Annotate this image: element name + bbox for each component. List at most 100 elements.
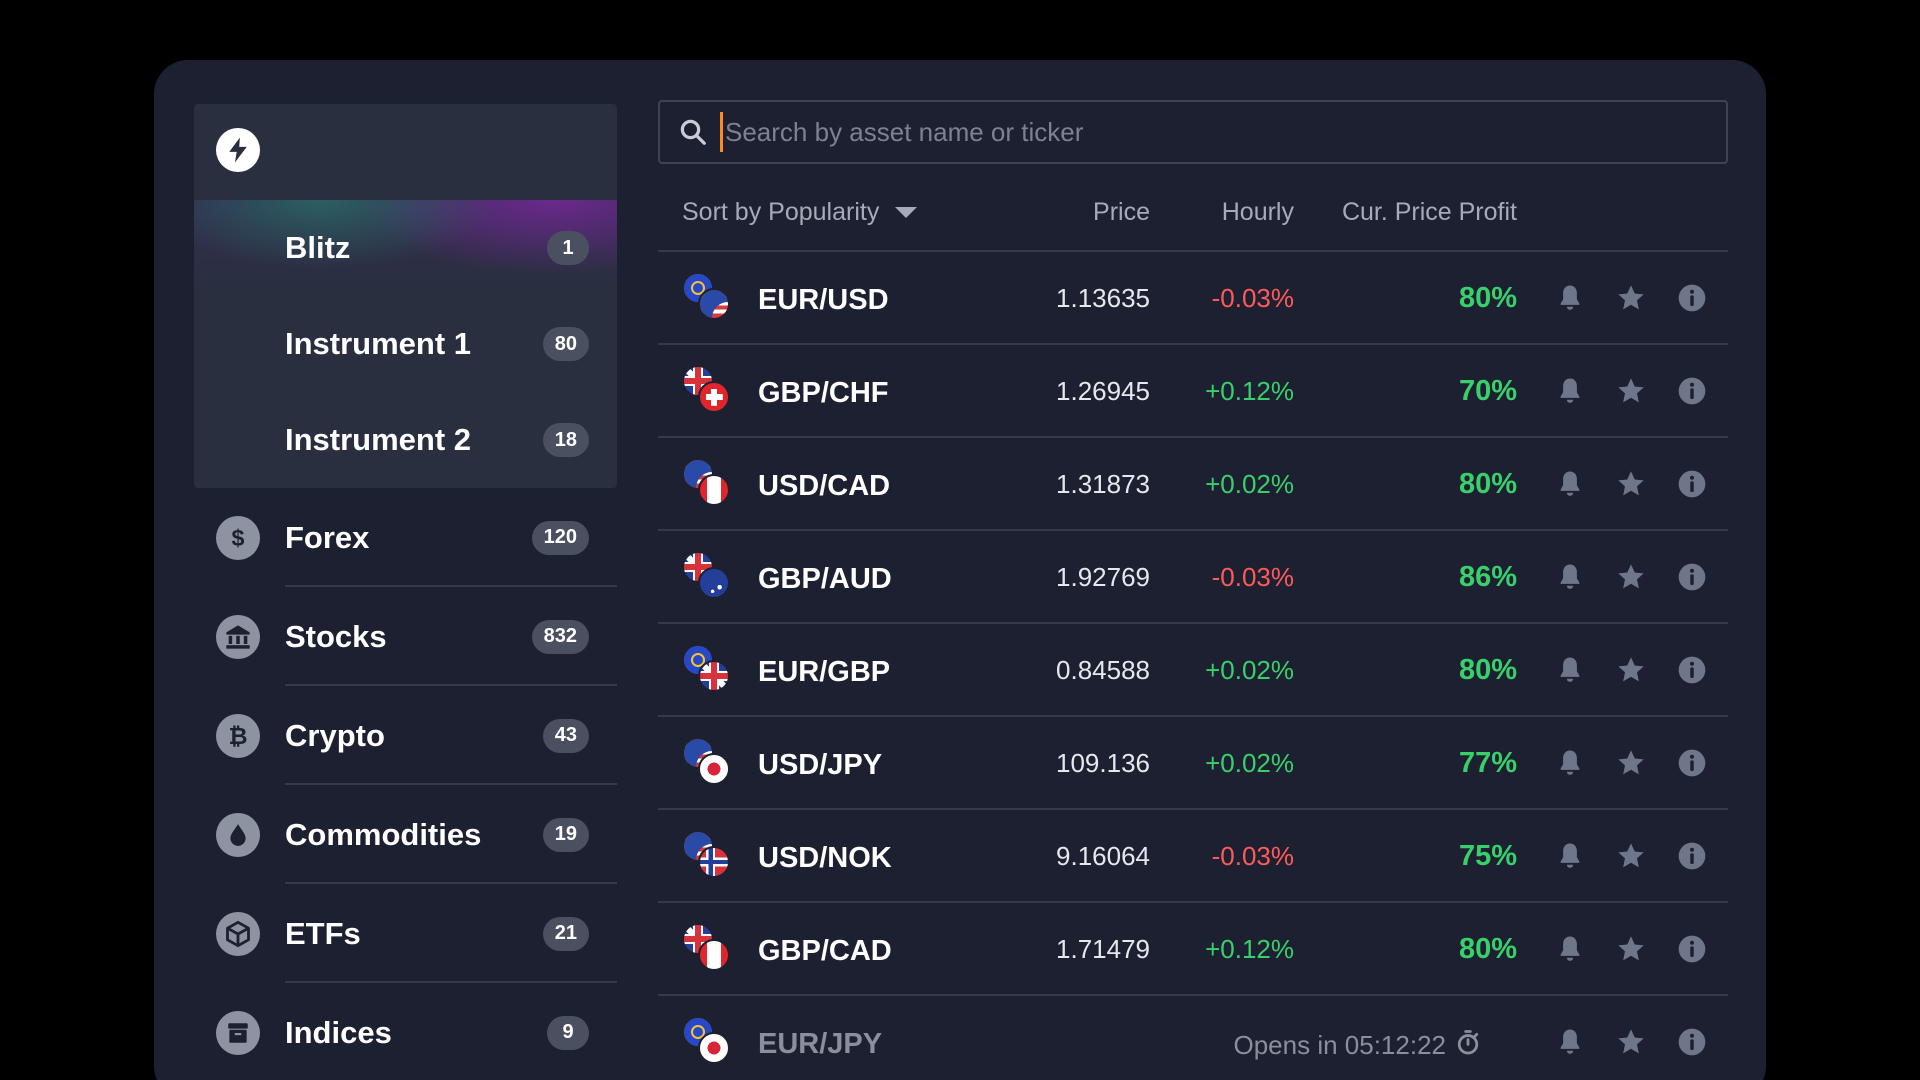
info-icon[interactable]: [1674, 838, 1710, 874]
table-row[interactable]: USD/NOK 9.16064 -0.03% 75%: [658, 810, 1728, 903]
info-icon[interactable]: [1674, 1024, 1710, 1060]
table-row[interactable]: EUR/GBP 0.84588 +0.02% 80%: [658, 624, 1728, 717]
hourly-change: -0.03%: [1211, 562, 1294, 592]
asset-price: 109.136: [1056, 748, 1150, 778]
no-flag-icon: [698, 846, 730, 878]
info-icon[interactable]: [1674, 931, 1710, 967]
gb-flag-icon: [698, 660, 730, 692]
opens-in-text: Opens in 05:12:22: [1234, 1028, 1483, 1063]
profit-percent: 77%: [1458, 747, 1517, 779]
sidebar-item-crypto[interactable]: ₿ Crypto 43: [194, 686, 617, 785]
dollar-icon: $: [216, 515, 260, 560]
sidebar-item-forex[interactable]: $ Forex 120: [194, 488, 617, 587]
currency-flags: [682, 830, 732, 880]
asset-list-area: Sort by Popularity Price Hourly Cur. Pri…: [658, 100, 1728, 1080]
bell-icon[interactable]: [1552, 466, 1588, 502]
asset-price: 1.71479: [1056, 934, 1150, 964]
sidebar-item-etfs[interactable]: ETFs 21: [194, 884, 617, 983]
star-icon[interactable]: [1613, 466, 1649, 502]
hourly-change: -0.03%: [1211, 283, 1294, 313]
featured-group: Blitz 1 Instrument 1 80 Instrument 2 18: [194, 104, 617, 488]
star-icon[interactable]: [1613, 652, 1649, 688]
count-badge: 19: [542, 817, 589, 852]
table-row[interactable]: USD/JPY 109.136 +0.02% 77%: [658, 717, 1728, 810]
search-icon: [678, 117, 708, 152]
sidebar-item-instrument-2[interactable]: Instrument 2 18: [194, 392, 617, 488]
category-list: $ Forex 120 Stocks 832 ₿ Crypto 43: [194, 488, 617, 1080]
sidebar-item-label: Instrument 1: [285, 326, 472, 361]
ca-flag-icon: [698, 939, 730, 971]
info-icon[interactable]: [1674, 652, 1710, 688]
sidebar-item-commodities[interactable]: Commodities 19: [194, 785, 617, 884]
table-row[interactable]: EUR/USD 1.13635 -0.03% 80%: [658, 252, 1728, 345]
bell-icon[interactable]: [1552, 1024, 1588, 1060]
sidebar-item-instrument-1[interactable]: Instrument 1 80: [194, 296, 617, 392]
sort-dropdown[interactable]: Sort by Popularity: [682, 198, 918, 227]
info-icon[interactable]: [1674, 466, 1710, 502]
star-icon[interactable]: [1613, 559, 1649, 595]
hourly-change: +0.12%: [1205, 376, 1294, 406]
count-badge: 18: [542, 423, 589, 457]
count-badge: 9: [547, 1015, 589, 1050]
sidebar-item-indices[interactable]: Indices 9: [194, 983, 617, 1080]
table-row[interactable]: GBP/CAD 1.71479 +0.12% 80%: [658, 903, 1728, 996]
column-header-hourly[interactable]: Hourly: [1221, 198, 1294, 226]
asset-price: 1.13635: [1056, 283, 1150, 313]
bell-icon[interactable]: [1552, 838, 1588, 874]
currency-flags: [682, 737, 732, 787]
table-row-closed[interactable]: EUR/JPY Opens in 05:12:22: [658, 996, 1728, 1080]
hourly-change: +0.02%: [1205, 748, 1294, 778]
sidebar-item-label: Stocks: [285, 618, 387, 654]
currency-flags: [682, 644, 732, 694]
info-icon[interactable]: [1674, 373, 1710, 409]
jp-flag-icon: [698, 1032, 730, 1064]
svg-text:₿: ₿: [228, 722, 247, 750]
profit-percent: 86%: [1458, 561, 1517, 593]
asset-pair: EUR/JPY: [758, 1028, 883, 1060]
asset-price: 9.16064: [1056, 841, 1150, 871]
info-icon[interactable]: [1674, 280, 1710, 316]
currency-flags: [682, 1016, 732, 1066]
table-row[interactable]: GBP/CHF 1.26945 +0.12% 70%: [658, 345, 1728, 438]
star-icon[interactable]: [1613, 1024, 1649, 1060]
hourly-change: +0.02%: [1205, 655, 1294, 685]
info-icon[interactable]: [1674, 745, 1710, 781]
sidebar-item-blitz[interactable]: Blitz 1: [194, 200, 617, 296]
currency-flags: [682, 923, 732, 973]
jp-flag-icon: [698, 753, 730, 785]
sidebar-item-stocks[interactable]: Stocks 832: [194, 587, 617, 686]
drop-icon: [216, 812, 260, 857]
bell-icon[interactable]: [1552, 280, 1588, 316]
star-icon[interactable]: [1613, 280, 1649, 316]
currency-flags: [682, 551, 732, 601]
count-badge: 80: [542, 327, 589, 361]
column-header-price[interactable]: Price: [1093, 198, 1150, 226]
search-input[interactable]: [720, 112, 1700, 152]
table-row[interactable]: GBP/AUD 1.92769 -0.03% 86%: [658, 531, 1728, 624]
count-badge: 1: [547, 231, 589, 265]
asset-pair: USD/JPY: [758, 749, 883, 781]
hourly-change: +0.02%: [1205, 469, 1294, 499]
hourly-change: -0.03%: [1211, 841, 1294, 871]
svg-text:$: $: [232, 525, 245, 551]
info-icon[interactable]: [1674, 559, 1710, 595]
bell-icon[interactable]: [1552, 652, 1588, 688]
asset-price: 1.26945: [1056, 376, 1150, 406]
count-badge: 120: [531, 520, 589, 555]
star-icon[interactable]: [1613, 838, 1649, 874]
star-icon[interactable]: [1613, 931, 1649, 967]
profit-percent: 75%: [1458, 840, 1517, 872]
bell-icon[interactable]: [1552, 931, 1588, 967]
sort-label: Sort by Popularity: [682, 198, 880, 226]
star-icon[interactable]: [1613, 745, 1649, 781]
asset-price: 1.92769: [1056, 562, 1150, 592]
bell-icon[interactable]: [1552, 559, 1588, 595]
star-icon[interactable]: [1613, 373, 1649, 409]
sidebar-item-label: Blitz: [285, 230, 351, 265]
bell-icon[interactable]: [1552, 745, 1588, 781]
bell-icon[interactable]: [1552, 373, 1588, 409]
asset-rows: EUR/USD 1.13635 -0.03% 80% GBP/CHF 1.26945 +0.…: [658, 252, 1728, 996]
count-badge: 21: [542, 916, 589, 951]
column-header-profit[interactable]: Cur. Price Profit: [1341, 198, 1517, 226]
table-row[interactable]: USD/CAD 1.31873 +0.02% 80%: [658, 438, 1728, 531]
